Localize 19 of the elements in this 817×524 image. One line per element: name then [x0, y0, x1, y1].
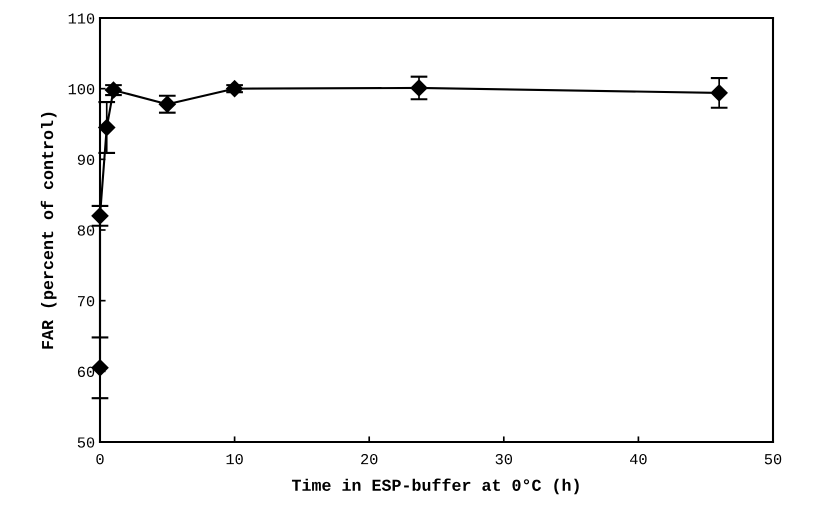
x-axis-title: Time in ESP-buffer at 0°C (h) — [292, 478, 579, 494]
point — [226, 80, 244, 98]
y-tick-label: 110 — [68, 13, 94, 24]
point — [98, 118, 116, 136]
point — [710, 84, 728, 102]
x-tick-label: 20 — [361, 454, 378, 464]
y-tick-label: 100 — [68, 84, 94, 94]
y-tick-label: 60 — [78, 366, 94, 378]
x-tick-label: 50 — [764, 454, 782, 464]
y-tick-label: 50 — [78, 437, 94, 448]
y-tick-label: 90 — [78, 154, 94, 166]
y-axis-title: FAR (percent of control) — [40, 112, 57, 349]
point — [410, 79, 428, 97]
x-tick-label: 10 — [226, 454, 243, 464]
x-tick-label: 30 — [496, 454, 512, 464]
y-tick-label: 70 — [78, 296, 94, 306]
x-tick-label: 40 — [630, 454, 647, 464]
y-tick-label: 80 — [78, 225, 94, 236]
x-tick-label: 0 — [96, 454, 104, 464]
